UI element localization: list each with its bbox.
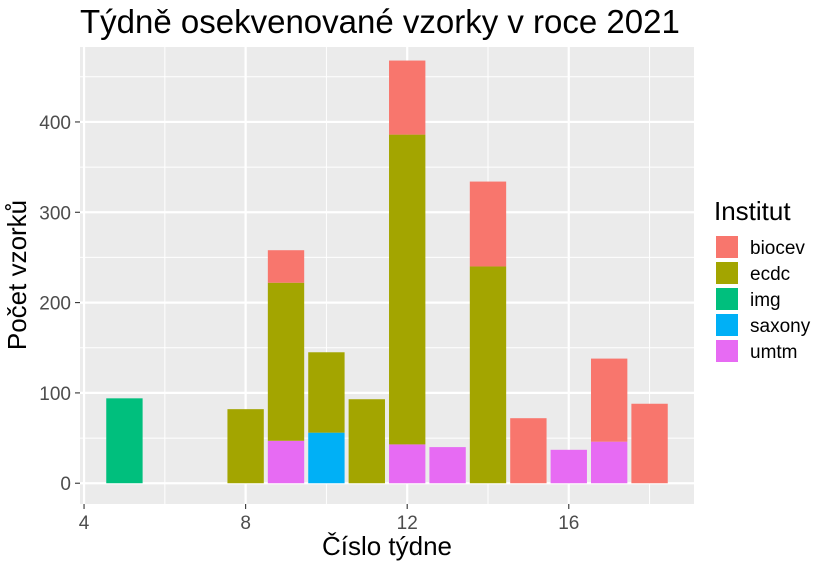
legend-title: Institut [714, 196, 791, 226]
x-tick-label: 16 [558, 513, 579, 534]
legend-swatch-ecdc [716, 262, 738, 284]
chart-title: Týdně osekvenované vzorky v roce 2021 [80, 3, 680, 40]
x-axis-title: Číslo týdne [322, 531, 452, 561]
x-tick-label: 8 [240, 513, 251, 534]
legend-label-saxony: saxony [750, 316, 811, 337]
legend-swatch-saxony [716, 314, 738, 336]
legend-label-umtm: umtm [750, 342, 798, 363]
legend-label-ecdc: ecdc [750, 264, 790, 285]
y-tick-label: 300 [39, 203, 71, 224]
bar-ecdc-week-9 [267, 282, 305, 441]
bar-saxony-week-10 [308, 432, 345, 484]
bar-biocev-week-15 [510, 418, 547, 484]
y-tick-label: 400 [39, 113, 71, 134]
legend-swatch-biocev [716, 236, 738, 258]
y-tick-label: 0 [60, 474, 71, 495]
legend-items: biocev ecdc img saxony umtm [716, 236, 811, 363]
x-tick-label: 12 [397, 513, 418, 534]
legend-swatch-umtm [716, 340, 738, 362]
legend-label-img: img [750, 290, 781, 311]
legend-label-biocev: biocev [750, 238, 805, 259]
bar-ecdc-week-11 [348, 399, 385, 484]
bar-img-week-5 [106, 398, 143, 484]
bar-umtm-week-13 [429, 447, 466, 484]
bar-umtm-week-12 [389, 444, 426, 484]
axes: 0 100 200 300 400 4 8 12 16 [39, 113, 579, 534]
bar-ecdc-week-8 [227, 409, 264, 484]
bar-umtm-week-9 [267, 440, 305, 484]
legend: Institut biocev ecdc img saxony umtm [714, 196, 811, 363]
y-axis-title: Počet vzorků [2, 200, 32, 350]
legend-swatch-img [716, 288, 738, 310]
bars [106, 60, 668, 484]
bar-biocev-week-18 [631, 403, 668, 484]
bar-biocev-week-9 [267, 250, 305, 283]
bar-biocev-week-17 [590, 358, 628, 442]
bar-biocev-week-14 [469, 181, 507, 267]
bar-ecdc-week-14 [469, 266, 507, 484]
y-tick-label: 200 [39, 294, 71, 315]
x-tick-label: 4 [79, 513, 90, 534]
bar-biocev-week-12 [389, 60, 426, 135]
bar-ecdc-week-10 [308, 352, 345, 433]
bar-ecdc-week-12 [389, 134, 426, 445]
bar-umtm-week-17 [590, 441, 628, 484]
bar-umtm-week-16 [550, 449, 587, 484]
y-tick-label: 100 [39, 384, 71, 405]
